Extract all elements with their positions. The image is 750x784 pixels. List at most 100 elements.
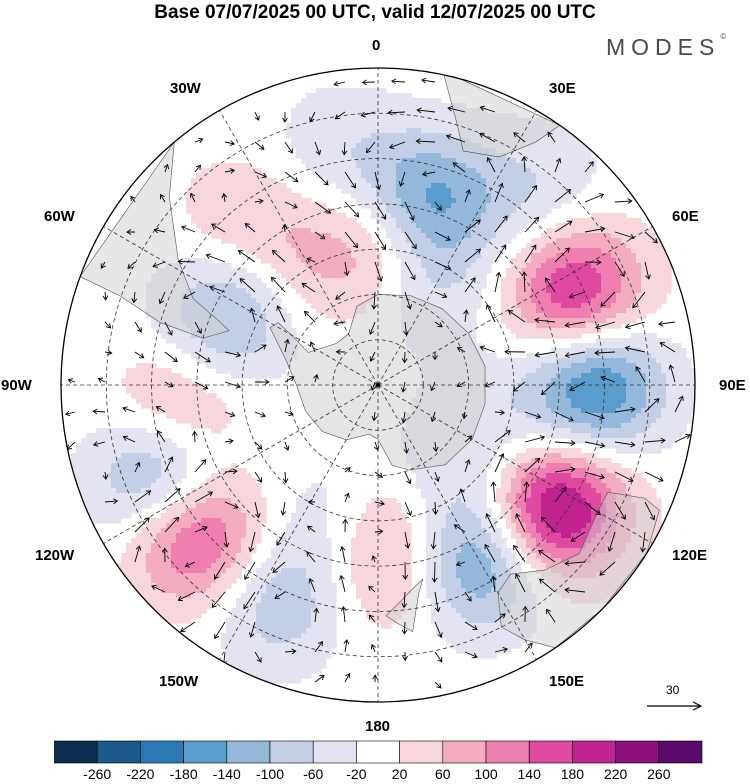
field-cell bbox=[216, 368, 222, 374]
field-cell bbox=[371, 203, 377, 209]
field-cell bbox=[381, 113, 387, 119]
field-cell bbox=[576, 253, 582, 259]
field-cell bbox=[506, 168, 512, 174]
field-cell bbox=[376, 268, 382, 274]
field-cell bbox=[566, 138, 572, 144]
field-cell bbox=[331, 123, 337, 129]
field-cell bbox=[546, 208, 552, 214]
field-cell bbox=[321, 128, 327, 134]
field-cell bbox=[316, 158, 322, 164]
field-cell bbox=[401, 188, 407, 194]
field-cell bbox=[596, 443, 602, 449]
field-cell bbox=[166, 408, 172, 414]
field-cell bbox=[341, 288, 347, 294]
field-cell bbox=[161, 398, 167, 404]
field-cell bbox=[611, 413, 617, 419]
field-cell bbox=[186, 408, 192, 414]
field-cell bbox=[221, 268, 227, 274]
field-cell bbox=[236, 223, 242, 229]
field-cell bbox=[606, 338, 612, 344]
field-cell bbox=[286, 273, 292, 279]
field-cell bbox=[591, 423, 597, 429]
field-cell bbox=[186, 383, 192, 389]
field-cell bbox=[536, 358, 542, 364]
field-cell bbox=[606, 293, 612, 299]
field-cell bbox=[636, 283, 642, 289]
field-cell bbox=[621, 283, 627, 289]
field-cell bbox=[381, 218, 387, 224]
field-cell bbox=[396, 148, 402, 154]
field-cell bbox=[346, 103, 352, 109]
field-cell bbox=[271, 198, 277, 204]
field-cell bbox=[436, 108, 442, 114]
field-cell bbox=[271, 318, 277, 324]
field-cell bbox=[216, 348, 222, 354]
field-cell bbox=[391, 153, 397, 159]
field-cell bbox=[626, 363, 632, 369]
field-cell bbox=[216, 163, 222, 169]
field-cell bbox=[416, 238, 422, 244]
field-cell bbox=[301, 233, 307, 239]
field-cell bbox=[326, 223, 332, 229]
field-cell bbox=[496, 163, 502, 169]
field-cell bbox=[366, 98, 372, 104]
field-cell bbox=[641, 358, 647, 364]
field-cell bbox=[266, 223, 272, 229]
field-cell bbox=[606, 288, 612, 294]
field-cell bbox=[686, 413, 692, 419]
field-cell bbox=[246, 188, 252, 194]
field-cell bbox=[616, 368, 622, 374]
field-cell bbox=[621, 303, 627, 309]
field-cell bbox=[241, 178, 247, 184]
field-cell bbox=[246, 373, 252, 379]
field-cell bbox=[411, 153, 417, 159]
field-cell bbox=[576, 448, 582, 454]
field-cell bbox=[566, 333, 572, 339]
field-cell bbox=[531, 188, 537, 194]
field-cell bbox=[531, 293, 537, 299]
field-cell bbox=[301, 293, 307, 299]
field-cell bbox=[171, 413, 177, 419]
field-cell bbox=[266, 188, 272, 194]
field-cell bbox=[251, 193, 257, 199]
field-cell bbox=[366, 143, 372, 149]
field-cell bbox=[641, 223, 647, 229]
field-cell bbox=[586, 248, 592, 254]
field-cell bbox=[576, 308, 582, 314]
field-cell bbox=[606, 353, 612, 359]
field-cell bbox=[506, 273, 512, 279]
field-cell bbox=[431, 168, 437, 174]
field-cell bbox=[291, 133, 297, 139]
field-cell bbox=[376, 208, 382, 214]
field-cell bbox=[536, 168, 542, 174]
field-cell bbox=[336, 158, 342, 164]
field-cell bbox=[481, 283, 487, 289]
field-cell bbox=[511, 158, 517, 164]
field-cell bbox=[606, 443, 612, 449]
field-cell bbox=[596, 308, 602, 314]
field-cell bbox=[396, 153, 402, 159]
field-cell bbox=[641, 343, 647, 349]
field-cell bbox=[401, 113, 407, 119]
field-cell bbox=[346, 313, 352, 319]
field-cell bbox=[501, 183, 507, 189]
field-cell bbox=[431, 148, 437, 154]
field-cell bbox=[656, 298, 662, 304]
field-cell bbox=[271, 293, 277, 299]
field-cell bbox=[266, 343, 272, 349]
field-cell bbox=[326, 88, 332, 94]
field-cell bbox=[646, 373, 652, 379]
field-cell bbox=[336, 88, 342, 94]
field-cell bbox=[641, 433, 647, 439]
field-cell bbox=[151, 378, 157, 384]
field-cell bbox=[646, 353, 652, 359]
field-cell bbox=[441, 148, 447, 154]
field-cell bbox=[666, 443, 672, 449]
field-cell bbox=[236, 358, 242, 364]
field-cell bbox=[261, 323, 267, 329]
field-cell bbox=[566, 388, 572, 394]
field-cell bbox=[196, 348, 202, 354]
field-cell bbox=[536, 208, 542, 214]
field-cell bbox=[241, 333, 247, 339]
